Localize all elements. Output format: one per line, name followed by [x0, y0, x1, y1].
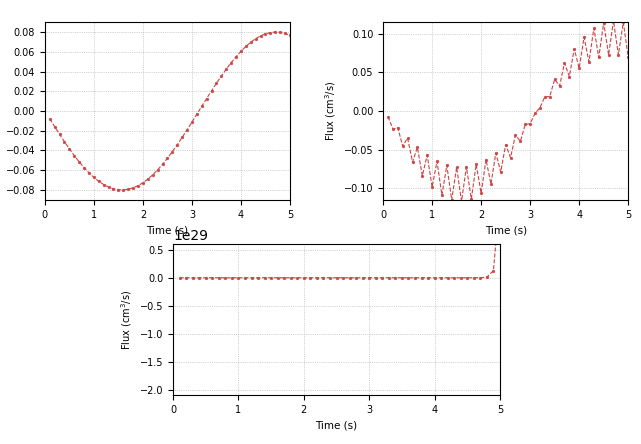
X-axis label: Time (s): Time (s) [146, 225, 188, 235]
Y-axis label: Flux (cm$^3$/s): Flux (cm$^3$/s) [324, 81, 338, 141]
Y-axis label: Flux (cm$^3$/s): Flux (cm$^3$/s) [119, 289, 135, 350]
X-axis label: Time (s): Time (s) [315, 420, 358, 430]
X-axis label: Time (s): Time (s) [485, 225, 527, 235]
